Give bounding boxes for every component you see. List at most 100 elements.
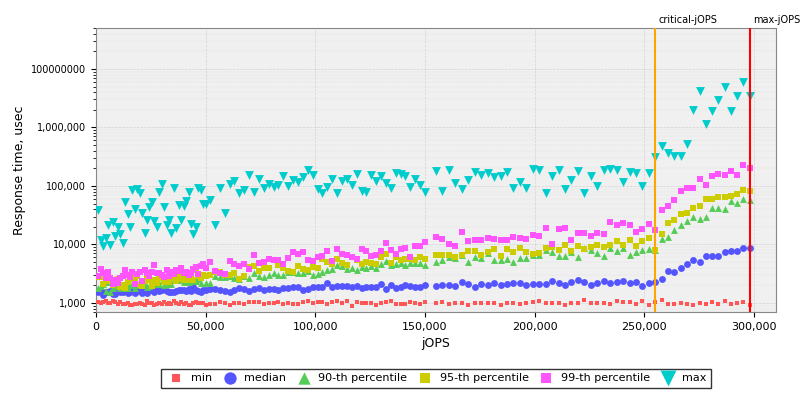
95-th percentile: [468, 248, 481, 254]
median: [233, 285, 246, 292]
99-th percentile: [636, 226, 649, 232]
95-th percentile: [175, 276, 188, 282]
max: [153, 188, 166, 195]
median: [394, 284, 407, 290]
90-th percentile: [350, 267, 363, 273]
95-th percentile: [253, 268, 266, 274]
min: [623, 299, 636, 305]
99-th percentile: [218, 271, 231, 277]
90-th percentile: [173, 277, 186, 284]
95-th percentile: [97, 280, 110, 287]
max: [335, 178, 348, 184]
99-th percentile: [482, 235, 494, 242]
99-th percentile: [436, 236, 449, 242]
median: [630, 279, 642, 285]
median: [297, 287, 310, 293]
min: [649, 299, 662, 305]
90-th percentile: [143, 283, 156, 290]
90-th percentile: [158, 282, 170, 288]
max: [350, 171, 363, 178]
90-th percentile: [162, 280, 175, 287]
90-th percentile: [111, 283, 124, 290]
95-th percentile: [585, 244, 598, 250]
90-th percentile: [194, 279, 207, 286]
min: [306, 300, 319, 306]
95-th percentile: [578, 246, 590, 252]
95-th percentile: [92, 273, 105, 280]
90-th percentile: [706, 205, 718, 211]
90-th percentile: [153, 280, 166, 287]
median: [449, 283, 462, 289]
min: [143, 300, 156, 306]
90-th percentile: [238, 273, 250, 280]
min: [571, 300, 584, 306]
99-th percentile: [617, 220, 630, 226]
99-th percentile: [346, 254, 358, 260]
median: [578, 278, 590, 285]
min: [699, 301, 712, 308]
95-th percentile: [180, 274, 193, 280]
median: [355, 285, 368, 291]
90-th percentile: [136, 280, 149, 286]
min: [370, 302, 382, 309]
90-th percentile: [355, 264, 368, 270]
max: [121, 210, 134, 217]
99-th percentile: [370, 252, 382, 258]
max: [258, 184, 270, 191]
95-th percentile: [526, 251, 539, 258]
min: [468, 299, 481, 306]
90-th percentile: [374, 261, 387, 268]
median: [238, 286, 250, 292]
median: [526, 281, 539, 288]
median: [170, 288, 182, 294]
95-th percentile: [399, 256, 412, 262]
min: [430, 300, 442, 306]
max: [126, 187, 138, 193]
max: [106, 219, 119, 226]
max: [92, 207, 105, 213]
99-th percentile: [185, 269, 198, 276]
min: [442, 301, 455, 307]
90-th percentile: [642, 246, 655, 252]
99-th percentile: [175, 265, 188, 271]
median: [598, 278, 610, 284]
min: [173, 301, 186, 308]
max: [272, 182, 285, 188]
median: [99, 289, 112, 295]
max: [160, 222, 173, 228]
max: [262, 181, 275, 187]
99-th percentile: [153, 270, 166, 276]
90-th percentile: [330, 262, 343, 268]
min: [153, 300, 166, 306]
median: [571, 277, 584, 284]
min: [316, 299, 329, 306]
max: [399, 173, 412, 180]
99-th percentile: [131, 271, 144, 278]
95-th percentile: [306, 264, 319, 271]
max: [99, 235, 112, 241]
median: [442, 282, 455, 288]
95-th percentile: [238, 273, 250, 280]
99-th percentile: [687, 185, 700, 191]
90-th percentile: [150, 281, 163, 288]
median: [360, 284, 373, 290]
99-th percentile: [286, 249, 299, 255]
min: [335, 300, 348, 306]
max: [578, 190, 590, 196]
90-th percentile: [199, 279, 212, 286]
max: [242, 172, 255, 178]
90-th percentile: [730, 200, 743, 206]
95-th percentile: [282, 267, 294, 274]
95-th percentile: [242, 264, 255, 270]
median: [455, 279, 468, 286]
max: [286, 176, 299, 183]
99-th percentile: [143, 273, 156, 279]
median: [330, 283, 343, 289]
90-th percentile: [617, 244, 630, 251]
95-th percentile: [141, 276, 154, 282]
max: [111, 224, 124, 230]
95-th percentile: [214, 268, 226, 275]
min: [578, 297, 590, 303]
95-th percentile: [138, 277, 151, 284]
median: [143, 287, 156, 294]
